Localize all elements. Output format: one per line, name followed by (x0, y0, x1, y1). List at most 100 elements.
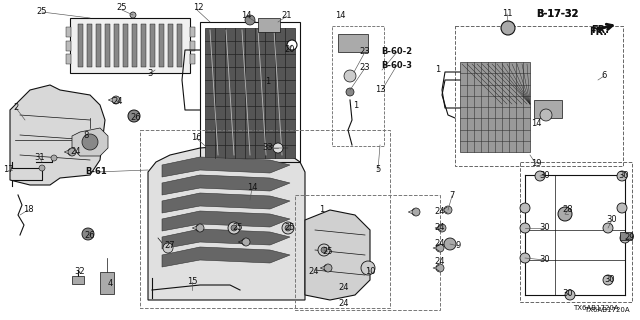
Circle shape (285, 225, 291, 231)
Circle shape (501, 21, 515, 35)
Text: 30: 30 (540, 223, 550, 233)
Text: 14: 14 (241, 12, 252, 20)
Text: 15: 15 (187, 277, 197, 286)
Circle shape (617, 171, 627, 181)
Circle shape (112, 96, 120, 104)
Circle shape (436, 264, 444, 272)
Text: 31: 31 (35, 154, 45, 163)
Circle shape (444, 206, 452, 214)
Circle shape (520, 253, 530, 263)
Bar (200, 22, 300, 162)
Text: 28: 28 (563, 205, 573, 214)
Text: 14: 14 (247, 183, 257, 193)
Circle shape (603, 275, 613, 285)
Circle shape (558, 207, 572, 221)
Text: 17: 17 (3, 165, 13, 174)
Circle shape (520, 223, 530, 233)
Circle shape (444, 238, 456, 250)
Bar (78, 24, 83, 67)
Bar (70, 18, 190, 73)
Text: 23: 23 (360, 63, 371, 73)
Circle shape (68, 148, 76, 156)
Text: TX6AB1720A: TX6AB1720A (573, 305, 619, 311)
Circle shape (520, 203, 530, 213)
Polygon shape (148, 145, 305, 300)
Bar (96, 24, 101, 67)
Text: 25: 25 (116, 4, 127, 12)
Text: 25: 25 (285, 223, 295, 233)
Polygon shape (162, 193, 290, 213)
Bar (105, 24, 110, 67)
Circle shape (603, 223, 613, 233)
Text: 2: 2 (13, 103, 19, 113)
Circle shape (82, 134, 98, 150)
Bar (159, 24, 164, 67)
Text: 14: 14 (531, 119, 541, 129)
Circle shape (245, 15, 255, 25)
Bar (66, 27, 71, 37)
Circle shape (344, 70, 356, 82)
Polygon shape (162, 247, 290, 267)
Circle shape (196, 224, 204, 232)
Text: 1: 1 (353, 101, 358, 110)
Text: 27: 27 (164, 242, 175, 251)
Text: 20: 20 (285, 45, 295, 54)
Text: 25: 25 (233, 223, 243, 233)
Polygon shape (162, 175, 290, 195)
Circle shape (438, 224, 446, 232)
Text: 7: 7 (449, 191, 454, 201)
Text: 30: 30 (619, 171, 629, 180)
Polygon shape (10, 85, 105, 185)
Text: 21: 21 (282, 12, 292, 20)
Text: 24: 24 (113, 98, 124, 107)
Text: 24: 24 (71, 148, 81, 156)
Circle shape (242, 238, 250, 246)
Bar (620, 232, 632, 240)
Bar (114, 24, 119, 67)
Bar (258, 18, 280, 32)
Polygon shape (162, 229, 290, 249)
Text: 14: 14 (335, 12, 345, 20)
Text: 24: 24 (339, 284, 349, 292)
Text: 30: 30 (540, 255, 550, 265)
Bar (295, 195, 440, 310)
Circle shape (51, 155, 57, 161)
Circle shape (273, 143, 283, 153)
Bar (168, 24, 173, 67)
Circle shape (318, 244, 330, 256)
Text: 5: 5 (376, 165, 381, 174)
Text: B-17-32: B-17-32 (536, 9, 578, 19)
Bar (460, 62, 530, 152)
Text: 29: 29 (625, 234, 636, 243)
Text: 13: 13 (374, 85, 385, 94)
Bar (100, 272, 114, 294)
Text: B-61: B-61 (85, 167, 107, 177)
Bar (87, 24, 92, 67)
Text: 24: 24 (435, 223, 445, 233)
Bar (66, 54, 71, 64)
Text: 1: 1 (266, 77, 271, 86)
Bar (72, 276, 84, 284)
Text: 32: 32 (75, 268, 85, 276)
Text: 26: 26 (131, 114, 141, 123)
Text: 18: 18 (22, 205, 33, 214)
Circle shape (540, 109, 552, 121)
Circle shape (361, 261, 375, 275)
Circle shape (39, 165, 45, 171)
Circle shape (82, 228, 94, 240)
Bar (177, 24, 182, 67)
Text: FR.: FR. (591, 25, 609, 35)
Bar (205, 28, 295, 158)
Circle shape (128, 110, 140, 122)
Text: 30: 30 (607, 215, 618, 225)
Text: 11: 11 (502, 10, 512, 19)
Bar (66, 41, 71, 51)
Text: 9: 9 (456, 242, 461, 251)
Circle shape (287, 40, 297, 50)
Circle shape (228, 222, 240, 234)
Circle shape (321, 247, 327, 253)
Text: 12: 12 (193, 4, 204, 12)
Text: 16: 16 (191, 133, 202, 142)
Text: 10: 10 (365, 268, 375, 276)
Polygon shape (305, 210, 370, 300)
